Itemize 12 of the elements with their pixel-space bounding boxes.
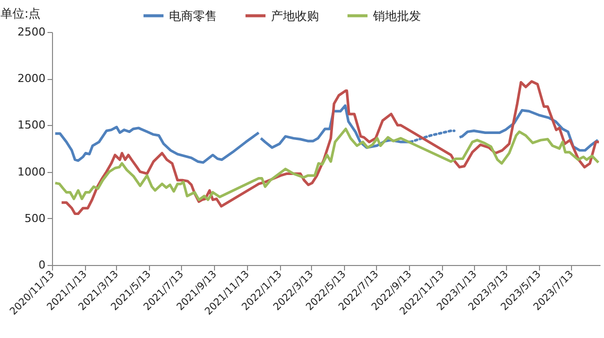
legend-label: 产地收购	[271, 8, 319, 23]
y-tick-label: 500	[24, 212, 46, 225]
line-series	[60, 80, 600, 216]
y-tick-label: 2500	[18, 26, 46, 38]
line-series	[54, 128, 600, 202]
y-tick-label: 1500	[18, 118, 46, 132]
y-axis-title: 单位:点	[0, 6, 41, 20]
legend-label: 销地批发	[372, 8, 421, 23]
y-tick-label: 2000	[18, 72, 46, 86]
y-tick-label: 1000	[18, 165, 46, 178]
legend-label: 电商零售	[169, 8, 217, 23]
y-tick-label: 0	[38, 258, 46, 272]
